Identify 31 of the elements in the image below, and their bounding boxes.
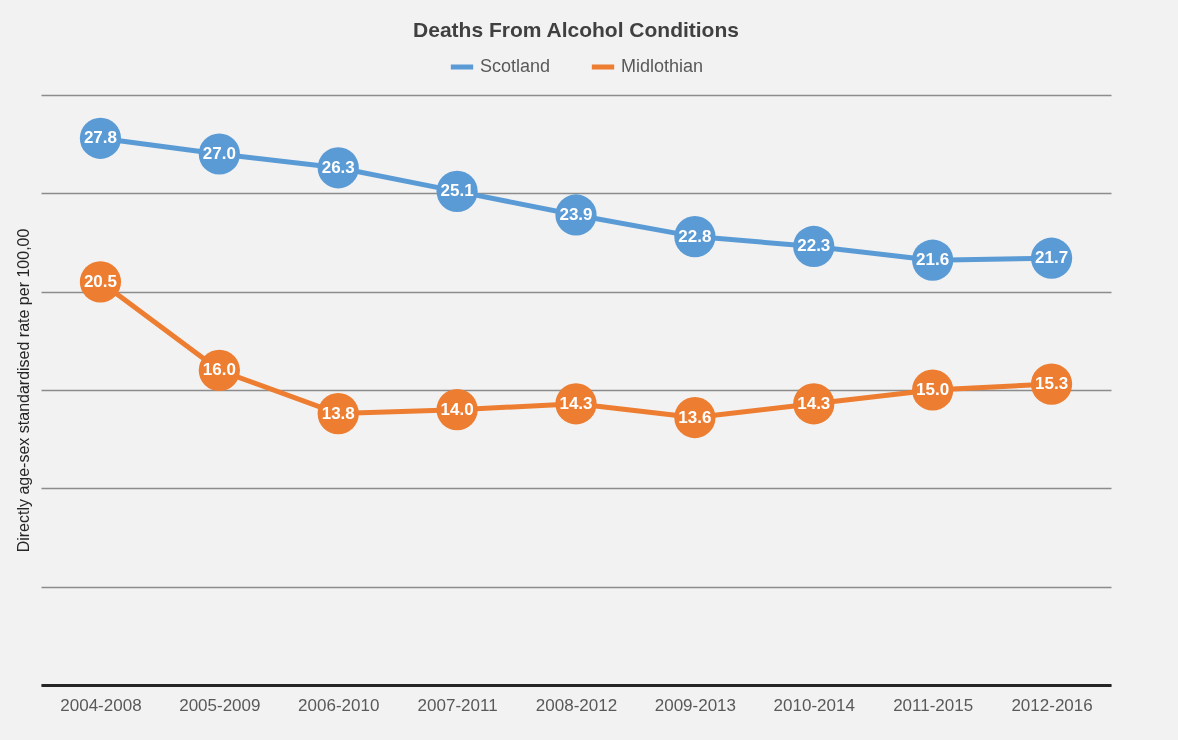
data-label: 23.9	[559, 204, 593, 224]
y-axis-title: Directly age-sex standardised rate per 100,00	[14, 228, 32, 553]
data-label: 14.0	[440, 399, 474, 419]
data-label: 16.0	[202, 360, 236, 380]
data-label: 25.1	[440, 181, 474, 201]
legend-label: Scotland	[480, 56, 551, 76]
data-label: 22.3	[797, 236, 831, 256]
data-label: 22.8	[678, 226, 712, 246]
data-label: 13.6	[678, 407, 712, 427]
legend-label: Midlothian	[621, 56, 704, 76]
x-tick-label: 2009-2013	[654, 695, 737, 715]
data-label: 27.0	[202, 144, 236, 163]
data-label: 20.5	[83, 271, 117, 291]
x-tick-label: 2008-2012	[535, 695, 618, 715]
data-label: 21.7	[1035, 248, 1069, 268]
x-tick-label: 2006-2010	[298, 695, 380, 715]
data-label: 14.3	[559, 393, 593, 413]
x-tick-label: 2010-2014	[773, 695, 855, 715]
data-label: 13.8	[321, 403, 355, 423]
data-label: 15.0	[916, 380, 950, 399]
data-label: 15.3	[1035, 374, 1069, 394]
x-tick-label: 2005-2009	[179, 695, 261, 715]
data-label: 27.8	[83, 128, 117, 148]
x-tick-label: 2011-2015	[893, 695, 974, 715]
x-tick-label: 2012-2016	[1011, 695, 1093, 715]
x-tick-label: 2007-2011	[417, 695, 498, 715]
x-tick-label: 2004-2008	[60, 695, 142, 715]
chart-title: Deaths From Alcohol Conditions	[413, 18, 739, 41]
data-label: 21.6	[916, 250, 950, 270]
data-label: 14.3	[797, 393, 831, 413]
data-label: 26.3	[321, 157, 355, 177]
